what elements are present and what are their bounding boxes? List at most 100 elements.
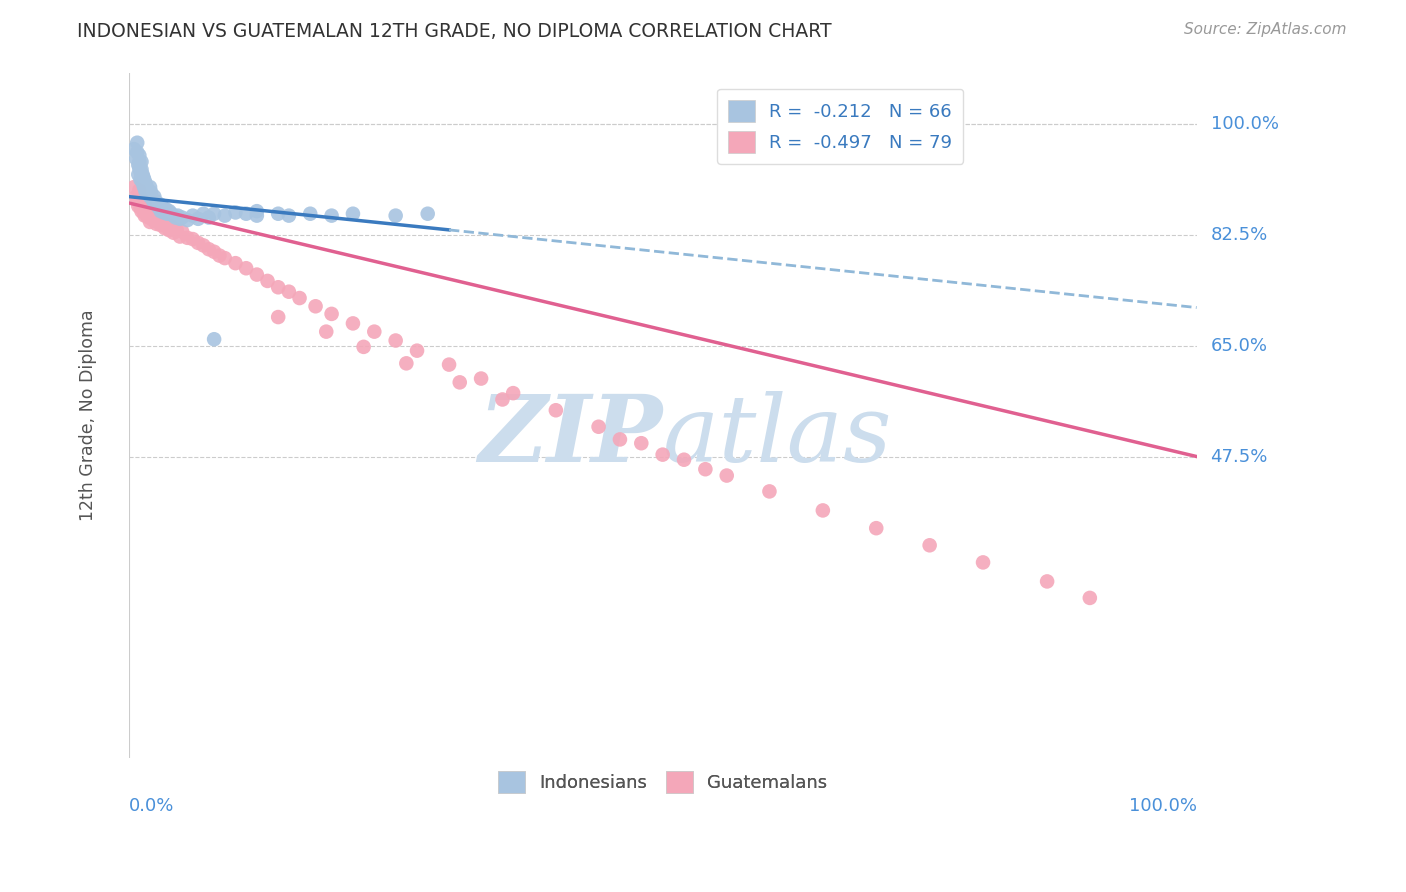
Point [138,211,160,225]
Point [141,192,163,206]
Point [149,198,172,212]
Point [162,226,184,240]
Point [145,209,167,223]
Point [416,207,439,221]
Point [125,152,148,166]
Legend: Indonesians, Guatemalans: Indonesians, Guatemalans [491,764,834,800]
Point [187,211,209,226]
Point [153,221,176,235]
Point [170,211,193,225]
Point [134,181,156,195]
Point [132,204,155,219]
Point [342,207,364,221]
Point [695,462,717,476]
Point [122,180,145,194]
Point [299,207,322,221]
Point [166,209,188,223]
Point [135,180,157,194]
Point [129,172,152,186]
Point [148,200,170,214]
Point [127,145,149,160]
Point [181,232,204,246]
Point [193,238,215,252]
Point [127,199,149,213]
Text: 47.5%: 47.5% [1211,448,1268,466]
Point [630,436,652,450]
Point [125,189,148,203]
Point [246,204,269,219]
Point [132,178,155,193]
Point [141,207,163,221]
Point [246,209,269,223]
Point [146,196,169,211]
Point [127,158,149,172]
Point [127,136,149,150]
Point [716,468,738,483]
Point [139,180,162,194]
Point [758,484,780,499]
Text: atlas: atlas [662,391,893,481]
Point [127,168,149,182]
Point [353,340,375,354]
Point [651,448,673,462]
Point [135,202,157,217]
Point [149,218,172,232]
Point [672,452,695,467]
Point [135,185,157,199]
Point [139,215,162,229]
Point [162,209,184,223]
Point [197,242,219,256]
Point [321,307,343,321]
Point [128,194,150,208]
Point [132,170,155,185]
Point [153,205,176,219]
Point [157,204,180,219]
Point [384,209,406,223]
Point [134,174,156,188]
Point [214,251,236,265]
Point [128,154,150,169]
Point [131,204,153,219]
Text: 65.0%: 65.0% [1211,336,1268,355]
Text: Source: ZipAtlas.com: Source: ZipAtlas.com [1184,22,1347,37]
Point [406,343,429,358]
Point [609,433,631,447]
Point [449,376,471,390]
Point [1036,574,1059,589]
Point [321,209,343,223]
Point [246,268,269,282]
Point [148,211,170,226]
Point [288,291,311,305]
Point [145,194,167,208]
Point [160,207,183,221]
Point [134,196,156,211]
Point [122,142,145,156]
Point [170,224,193,238]
Point [193,207,215,221]
Point [169,229,191,244]
Point [918,538,941,552]
Point [128,161,150,175]
Point [139,205,162,219]
Point [138,187,160,202]
Point [470,371,492,385]
Point [135,177,157,191]
Text: 100.0%: 100.0% [1129,797,1197,814]
Point [128,148,150,162]
Point [149,204,172,219]
Point [384,334,406,348]
Point [129,164,152,178]
Point [142,213,165,227]
Point [363,325,385,339]
Point [136,204,159,219]
Point [277,209,299,223]
Text: 0.0%: 0.0% [129,797,174,814]
Point [131,162,153,177]
Point [152,200,174,214]
Point [235,261,257,276]
Point [208,249,231,263]
Point [202,207,225,221]
Point [277,285,299,299]
Point [166,223,188,237]
Point [142,194,165,208]
